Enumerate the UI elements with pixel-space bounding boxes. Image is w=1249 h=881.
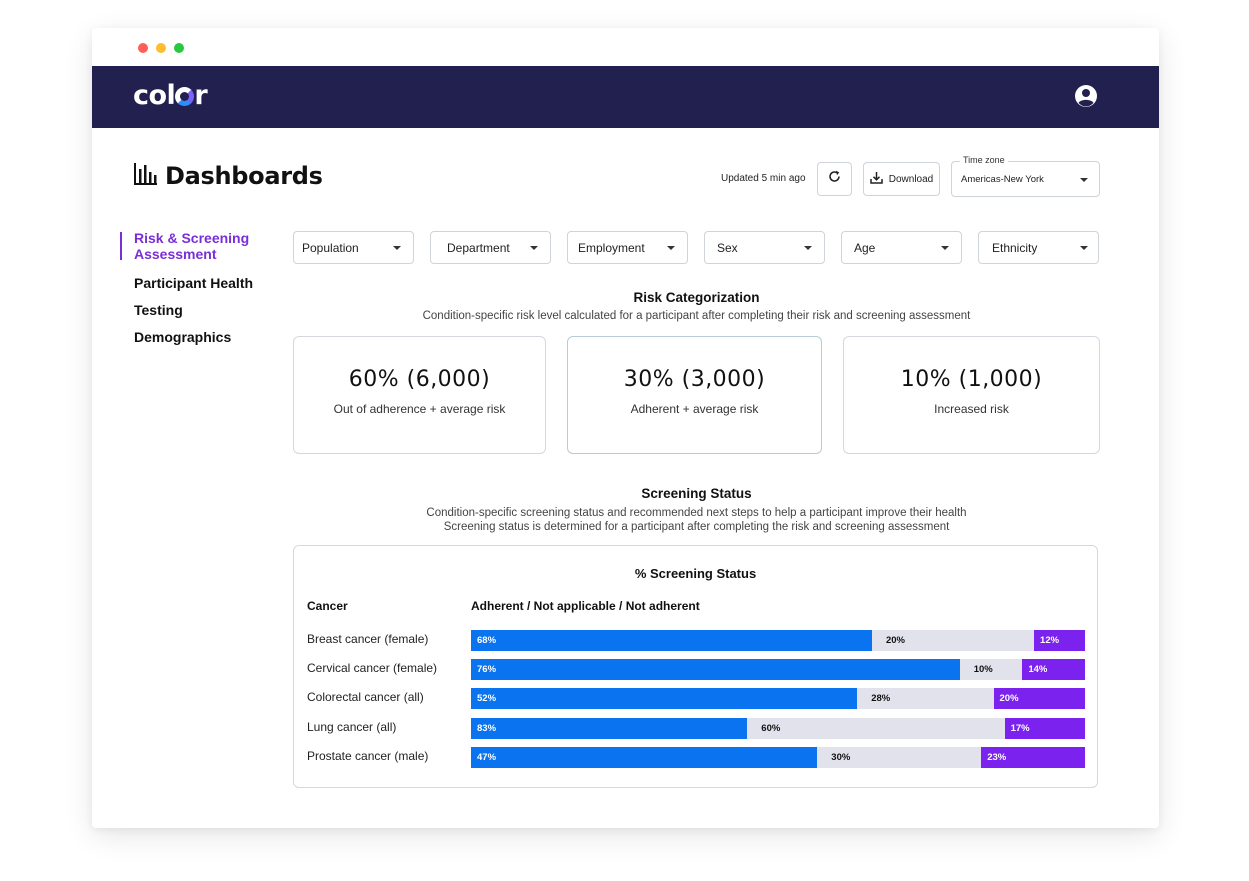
chevron-down-icon: [1080, 178, 1088, 182]
download-icon: [870, 171, 883, 187]
risk-card-label: Increased risk: [934, 402, 1009, 416]
logo-text-end: r: [194, 80, 208, 111]
bar-chart-icon: [134, 162, 157, 190]
filter-label: Population: [302, 241, 359, 255]
chevron-down-icon: [530, 246, 538, 250]
screening-section-title: Screening Status: [641, 486, 752, 501]
row-label: Colorectal cancer (all): [307, 690, 424, 705]
not-adherent-segment[interactable]: 14%: [1022, 659, 1085, 681]
risk-section-title: Risk Categorization: [633, 290, 760, 305]
not-adherent-segment[interactable]: 23%: [981, 746, 1085, 768]
filter-department[interactable]: Department: [430, 231, 551, 264]
adherent-segment[interactable]: 68%: [471, 630, 872, 651]
window-close-dot[interactable]: [138, 43, 148, 53]
adherent-segment[interactable]: 47%: [471, 746, 818, 768]
bar-track: 76% 10% 14%: [471, 659, 1085, 681]
user-account-icon[interactable]: [1074, 84, 1098, 108]
risk-card-label: Out of adherence + average risk: [333, 402, 506, 416]
filter-label: Sex: [717, 241, 738, 255]
logo-text: col: [133, 80, 176, 111]
chevron-down-icon: [667, 246, 675, 250]
chevron-down-icon: [941, 246, 949, 250]
filter-label: Employment: [578, 241, 645, 255]
app-navbar: col r: [92, 66, 1159, 128]
filter-age[interactable]: Age: [841, 231, 962, 264]
not-applicable-segment[interactable]: 60%: [747, 717, 1005, 739]
screening-section-subtitle-2: Screening status is determined for a par…: [443, 521, 950, 533]
sidebar-item-testing[interactable]: Testing: [134, 302, 183, 318]
chart-title: % Screening Status: [634, 566, 757, 581]
window-zoom-dot[interactable]: [174, 43, 184, 53]
page-title-text: Dashboards: [165, 162, 323, 190]
row-label: Breast cancer (female): [307, 632, 429, 646]
filter-ethnicity[interactable]: Ethnicity: [978, 231, 1099, 264]
browser-window: col r Dashboards Updated 5 min ago: [92, 28, 1159, 828]
adherent-segment[interactable]: 52%: [471, 688, 858, 710]
risk-card-value: 60% (6,000): [348, 367, 491, 392]
not-applicable-segment[interactable]: 28%: [857, 688, 994, 710]
screening-status-chart: % Screening Status Cancer Adherent / Not…: [293, 545, 1098, 788]
chevron-down-icon: [1080, 246, 1088, 250]
filter-sex[interactable]: Sex: [704, 231, 825, 264]
filter-label: Age: [854, 241, 876, 255]
row-label: Cervical cancer (female): [307, 661, 438, 676]
not-adherent-segment[interactable]: 17%: [1004, 717, 1085, 739]
page-title: Dashboards: [134, 162, 323, 190]
filter-population[interactable]: Population: [293, 231, 414, 264]
timezone-select[interactable]: Time zone Americas-New York: [951, 155, 1100, 197]
chevron-down-icon: [804, 246, 812, 250]
not-adherent-segment[interactable]: 12%: [1034, 630, 1085, 651]
download-label: Download: [888, 173, 934, 185]
status-column-header: Adherent / Not applicable / Not adherent: [471, 599, 700, 613]
risk-card-adherent: 30% (3,000) Adherent + average risk: [567, 336, 822, 454]
not-applicable-segment[interactable]: 20%: [871, 630, 1035, 651]
sidebar-item-participant-health[interactable]: Participant Health: [134, 275, 254, 291]
row-label: Prostate cancer (male): [307, 748, 429, 763]
bar-track: 68% 20% 12%: [471, 630, 1085, 651]
download-button[interactable]: Download: [863, 162, 940, 196]
filter-label: Ethnicity: [992, 241, 1038, 255]
bar-track: 47% 30% 23%: [471, 746, 1085, 768]
window-minimize-dot[interactable]: [156, 43, 166, 53]
risk-card-out-of-adherence: 60% (6,000) Out of adherence + average r…: [293, 336, 546, 454]
refresh-icon: [828, 170, 841, 188]
color-logo[interactable]: col r: [133, 80, 208, 111]
risk-section-subtitle: Condition-specific risk level calculated…: [422, 310, 971, 322]
bar-track: 83% 60% 17%: [471, 717, 1085, 739]
not-applicable-segment[interactable]: 10%: [959, 659, 1023, 681]
filter-label: Department: [447, 241, 510, 255]
sidebar-item-demographics[interactable]: Demographics: [134, 329, 232, 345]
timezone-value: Americas-New York: [961, 174, 1044, 185]
risk-card-increased: 10% (1,000) Increased risk: [843, 336, 1100, 454]
risk-card-value: 10% (1,000): [900, 367, 1043, 392]
filter-employment[interactable]: Employment: [567, 231, 688, 264]
cancer-column-header: Cancer: [307, 599, 348, 613]
adherent-segment[interactable]: 76%: [471, 659, 960, 681]
refresh-button[interactable]: [817, 162, 852, 196]
sidebar-nav: Risk & Screening Assessment Participant …: [120, 230, 260, 345]
row-label: Lung cancer (all): [307, 719, 397, 734]
timezone-label: Time zone: [960, 155, 1008, 165]
sidebar-item-risk-screening[interactable]: Risk & Screening Assessment: [120, 230, 260, 262]
adherent-segment[interactable]: 83%: [471, 717, 748, 739]
risk-card-value: 30% (3,000): [623, 367, 766, 392]
chevron-down-icon: [393, 246, 401, 250]
logo-o-mark: [175, 87, 195, 106]
bar-track: 52% 28% 20%: [471, 688, 1085, 710]
last-updated-text: Updated 5 min ago: [721, 173, 806, 184]
risk-card-label: Adherent + average risk: [630, 402, 759, 416]
not-adherent-segment[interactable]: 20%: [993, 688, 1085, 710]
window-titlebar: [92, 28, 1159, 66]
screening-section-subtitle-1: Condition-specific screening status and …: [426, 507, 967, 519]
not-applicable-segment[interactable]: 30%: [817, 746, 982, 768]
